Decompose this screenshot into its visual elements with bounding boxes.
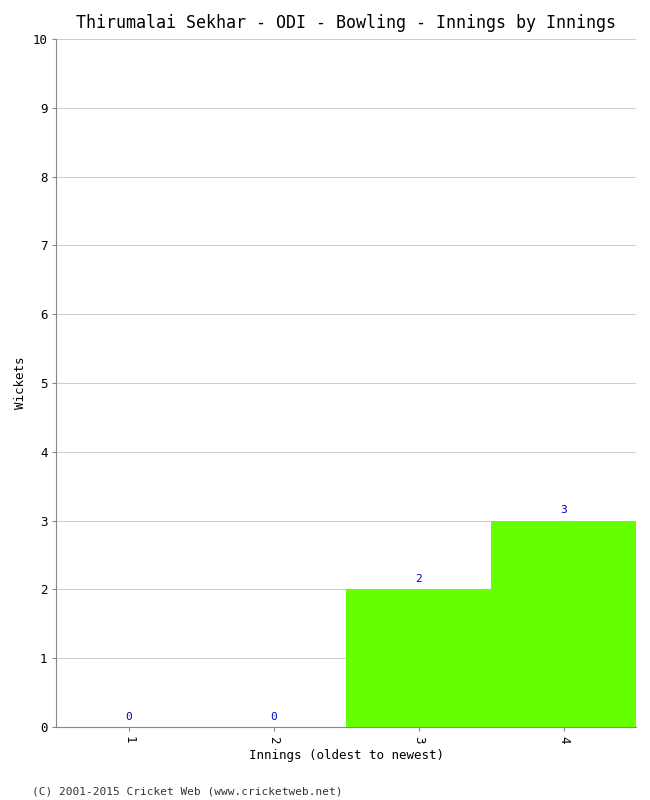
Text: 2: 2: [415, 574, 422, 584]
Text: 0: 0: [125, 711, 133, 722]
Text: 0: 0: [270, 711, 277, 722]
X-axis label: Innings (oldest to newest): Innings (oldest to newest): [249, 749, 444, 762]
Bar: [346, 590, 491, 727]
Text: 3: 3: [560, 505, 567, 515]
Y-axis label: Wickets: Wickets: [14, 357, 27, 410]
Text: (C) 2001-2015 Cricket Web (www.cricketweb.net): (C) 2001-2015 Cricket Web (www.cricketwe…: [32, 786, 343, 796]
Title: Thirumalai Sekhar - ODI - Bowling - Innings by Innings: Thirumalai Sekhar - ODI - Bowling - Inni…: [76, 14, 616, 32]
Bar: [491, 521, 636, 727]
